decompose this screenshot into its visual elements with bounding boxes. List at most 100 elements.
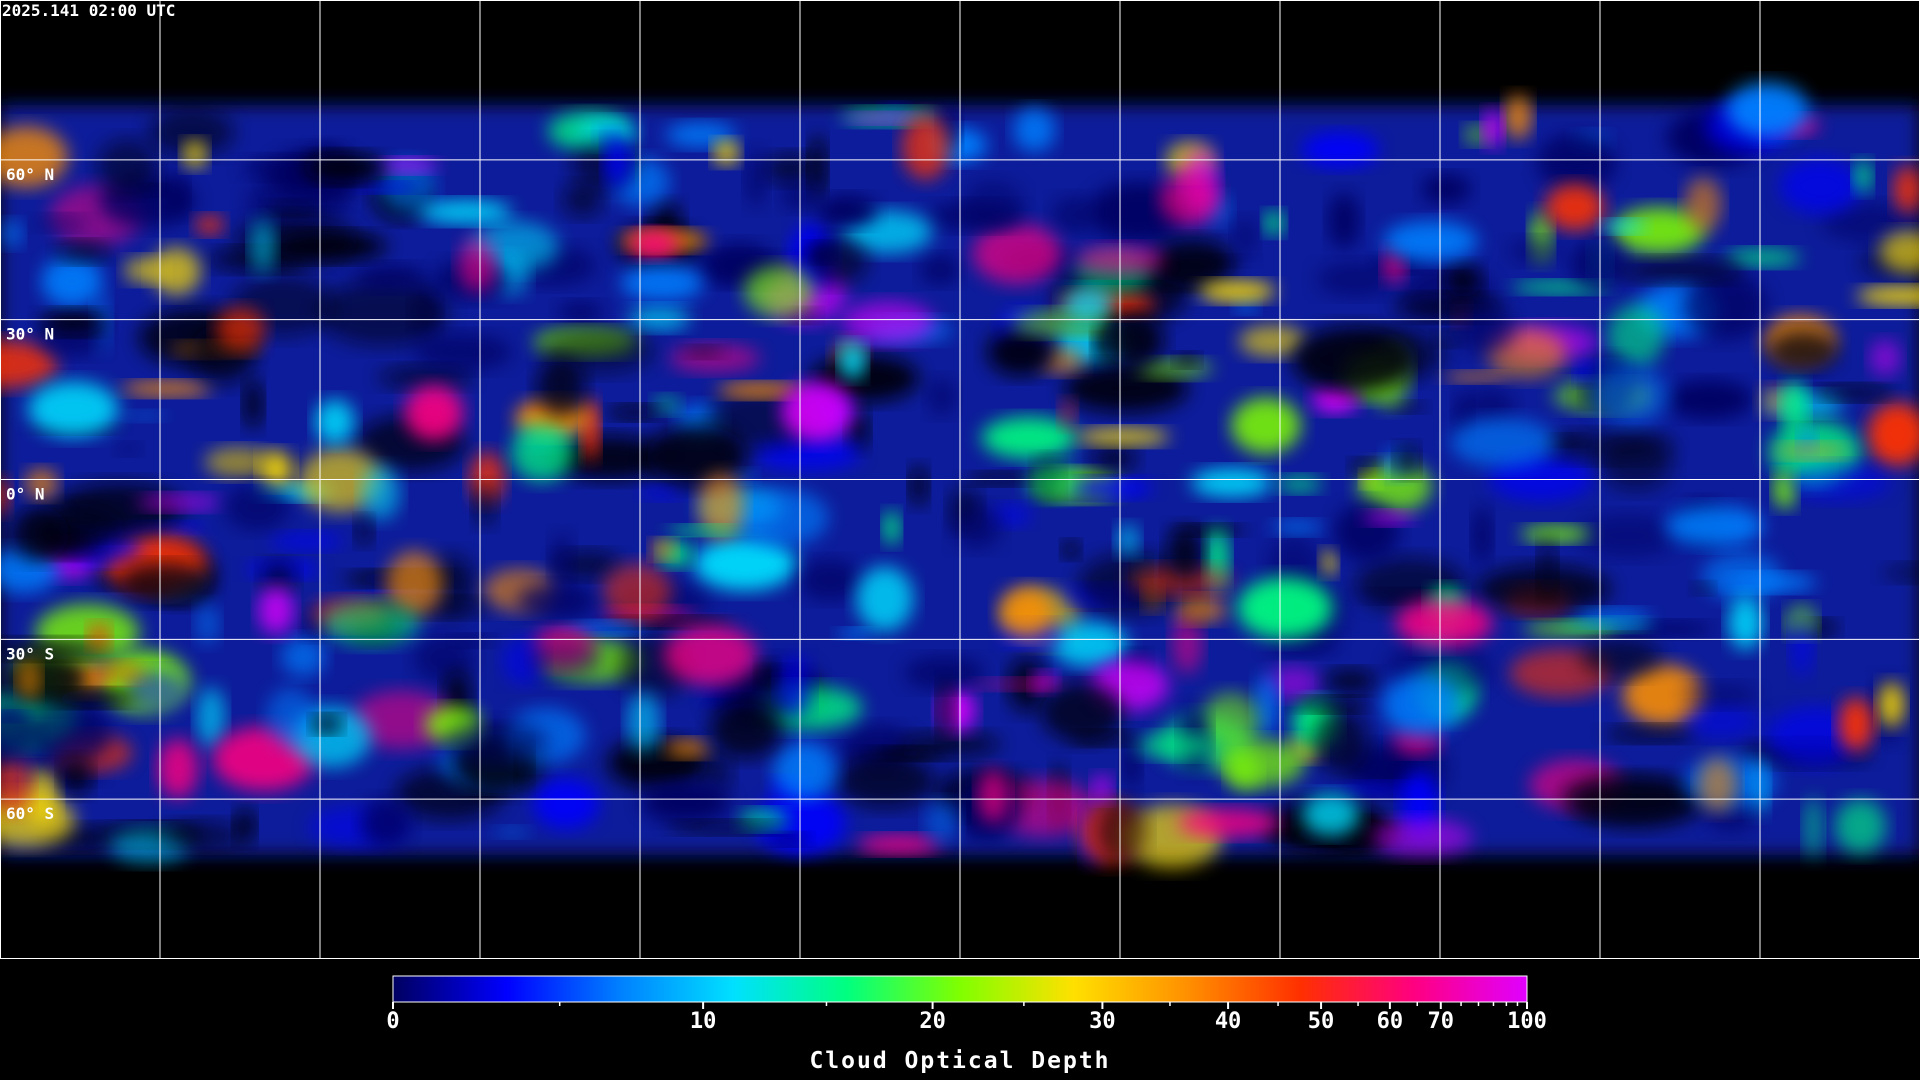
cloud-patch <box>1178 808 1280 838</box>
clear-sky <box>1395 444 1419 477</box>
cloud-patch <box>458 237 497 292</box>
cloud-patch <box>137 493 223 511</box>
cloud-patch <box>1422 174 1471 204</box>
cloud-patch <box>1075 427 1170 446</box>
cloud-patch <box>628 306 691 331</box>
cloud-patch <box>443 719 549 764</box>
colorbar-tick-label: 40 <box>1215 1009 1242 1034</box>
cloud-patch <box>378 158 439 173</box>
clear-sky <box>1883 563 1920 582</box>
cloud-patch <box>971 678 1066 690</box>
cloud-patch <box>361 466 401 521</box>
cloud-patch <box>260 450 293 488</box>
cloud-patch <box>620 265 704 302</box>
cloud-patch <box>557 301 604 324</box>
clear-sky <box>355 516 373 546</box>
cloud-patch <box>627 692 660 753</box>
colorbar-tick-label: 30 <box>1089 1009 1116 1034</box>
clear-sky <box>1166 526 1204 580</box>
colorbar-tick-label: 60 <box>1377 1009 1404 1034</box>
clear-sky <box>1096 800 1147 862</box>
cloud-patch <box>28 381 119 437</box>
cloud-patch <box>1869 339 1901 377</box>
cloud-patch <box>269 532 344 551</box>
cloud-patch <box>1237 577 1333 639</box>
cloud-patch <box>1383 221 1478 262</box>
colorbar: 0 10 20 30 40 50 60 70 100 Cloud Optical Depth <box>386 975 1547 1074</box>
clear-sky <box>1768 330 1838 371</box>
cloud-patch <box>1573 608 1652 627</box>
cloud-patch <box>840 342 866 380</box>
cloud-patch <box>1838 697 1874 752</box>
cloud-patch <box>998 586 1054 637</box>
clear-sky <box>1041 682 1124 742</box>
clear-sky <box>846 409 869 451</box>
cloud-patch <box>315 399 355 445</box>
clear-sky <box>874 747 947 760</box>
clear-sky <box>1175 353 1199 367</box>
cloud-patch <box>640 485 683 501</box>
colorbar-tick-label: 10 <box>690 1009 717 1034</box>
cloud-patch <box>1122 737 1141 790</box>
cloud-patch <box>629 229 679 259</box>
cloud-patch <box>1363 511 1415 525</box>
cloud-patch <box>653 395 681 414</box>
cloud-patch <box>258 586 295 635</box>
cloud-patch <box>1602 219 1646 233</box>
cloud-patch <box>1612 207 1705 255</box>
clear-sky <box>1538 535 1557 601</box>
cloud-patch <box>1867 402 1920 466</box>
cloud-patch <box>1590 365 1671 425</box>
cloud-patch <box>196 687 226 748</box>
clear-sky <box>1350 458 1379 476</box>
cloud-patch <box>780 179 818 210</box>
cloud-patch <box>494 826 530 838</box>
cloud-patch <box>1728 595 1763 650</box>
clear-sky <box>119 563 210 603</box>
cloud-patch <box>856 566 914 632</box>
clear-sky <box>1444 263 1482 298</box>
cloud-patch <box>1630 621 1714 637</box>
clear-sky <box>683 346 725 358</box>
clear-sky <box>378 365 473 390</box>
cloud-patch <box>1879 230 1920 273</box>
clear-sky <box>1599 436 1673 491</box>
cloud-patch <box>1607 304 1665 368</box>
clear-sky <box>317 281 450 346</box>
clear-sky <box>1312 709 1368 773</box>
cloud-patch <box>25 468 58 499</box>
clear-sky <box>764 153 818 185</box>
cloud-patch <box>517 583 596 619</box>
cloud-patch <box>773 741 837 800</box>
latitude-label: 60° N <box>6 165 54 184</box>
clear-sky <box>40 310 106 335</box>
clear-sky <box>473 483 497 526</box>
cloud-patch <box>195 603 220 645</box>
clear-sky <box>1580 638 1662 678</box>
cloud-patch <box>1267 666 1320 700</box>
clear-sky <box>562 182 603 218</box>
cloud-patch <box>1013 107 1056 153</box>
cloud-patch <box>1301 131 1379 168</box>
cloud-patch <box>1062 286 1114 324</box>
cloud-patch <box>511 423 574 482</box>
cloud-patch <box>1277 475 1322 493</box>
cloud-patch <box>1231 397 1301 454</box>
cloud-patch <box>1779 158 1861 215</box>
colorbar-tick-label: 0 <box>386 1009 399 1034</box>
cloud-patch <box>1059 399 1076 429</box>
clear-sky <box>1149 238 1235 288</box>
colorbar-ramp <box>392 975 1528 1003</box>
cloud-patch <box>0 126 68 188</box>
clear-sky <box>1434 331 1465 347</box>
cloud-patch <box>1473 506 1492 565</box>
cloud-patch <box>1253 674 1280 737</box>
cloud-patch <box>266 687 316 746</box>
clear-sky <box>60 757 92 796</box>
cloud-patch <box>733 488 829 547</box>
latitude-label: 0° N <box>6 485 45 504</box>
cloud-patch <box>972 223 1062 284</box>
cloud-patch <box>992 779 1097 838</box>
cloud-patch <box>1804 796 1823 859</box>
